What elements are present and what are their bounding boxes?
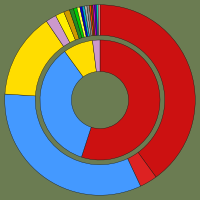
Wedge shape — [73, 8, 84, 38]
Wedge shape — [100, 5, 195, 177]
Wedge shape — [5, 21, 64, 96]
Wedge shape — [128, 152, 156, 186]
Wedge shape — [81, 40, 160, 160]
Wedge shape — [65, 40, 96, 77]
Wedge shape — [5, 94, 141, 195]
Wedge shape — [95, 5, 98, 35]
Wedge shape — [64, 10, 79, 40]
Wedge shape — [77, 7, 86, 37]
Wedge shape — [69, 9, 82, 39]
Wedge shape — [91, 5, 95, 36]
Wedge shape — [46, 16, 70, 46]
Wedge shape — [85, 6, 91, 36]
Wedge shape — [40, 51, 91, 157]
Wedge shape — [82, 6, 89, 36]
Wedge shape — [92, 40, 100, 72]
Wedge shape — [96, 5, 99, 35]
Wedge shape — [56, 12, 75, 43]
Wedge shape — [93, 5, 96, 35]
Wedge shape — [89, 5, 94, 36]
Wedge shape — [98, 5, 100, 35]
Wedge shape — [80, 6, 88, 37]
Wedge shape — [87, 5, 93, 36]
